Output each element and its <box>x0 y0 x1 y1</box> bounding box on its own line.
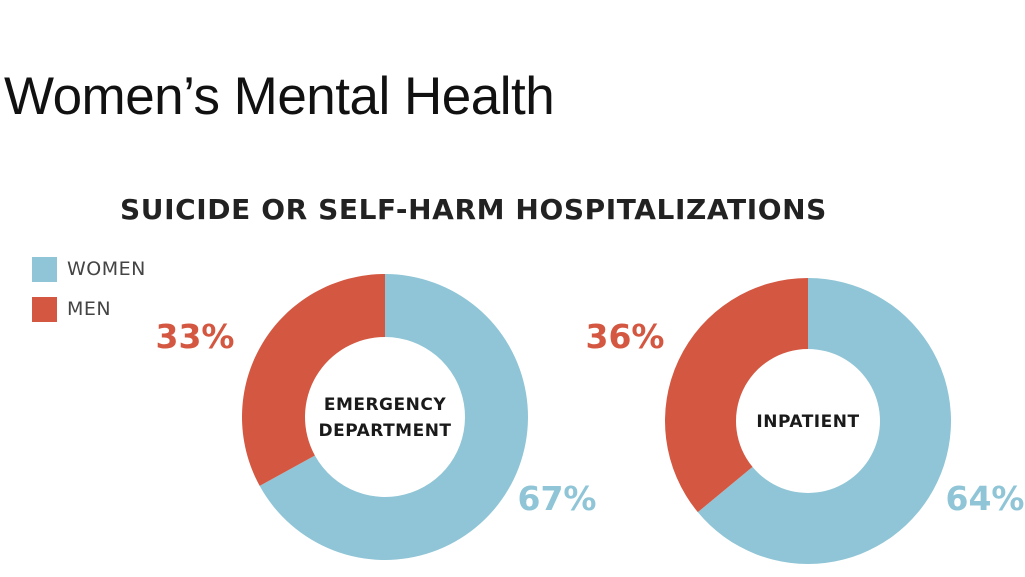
slice-men <box>241 274 385 486</box>
legend: WOMEN MEN <box>32 249 146 329</box>
percent-label-men: 36% <box>586 317 665 356</box>
legend-item-men: MEN <box>32 289 146 329</box>
legend-label-men: MEN <box>67 298 112 320</box>
legend-swatch-women <box>32 256 57 282</box>
percent-label-women: 64% <box>946 479 1025 518</box>
donut-center-label: DEPARTMENT <box>318 421 451 441</box>
slide-title: Women’s Mental Health <box>4 67 555 126</box>
donut-inpatient: 64% 36% INPATIENT <box>586 278 1025 564</box>
slice-women <box>259 274 528 560</box>
legend-label-women: WOMEN <box>67 258 146 280</box>
legend-swatch-men <box>32 296 57 322</box>
donut-emergency-department: 67% 33% EMERGENCY DEPARTMENT <box>156 274 597 560</box>
slice-women <box>697 278 951 564</box>
percent-label-women: 67% <box>518 479 597 518</box>
legend-item-women: WOMEN <box>32 249 146 289</box>
donut-center-label: INPATIENT <box>756 412 859 432</box>
chart-title: SUICIDE OR SELF-HARM HOSPITALIZATIONS <box>120 193 827 226</box>
percent-label-men: 33% <box>156 317 235 356</box>
donut-center-label: EMERGENCY <box>324 395 447 415</box>
slice-men <box>665 278 808 513</box>
